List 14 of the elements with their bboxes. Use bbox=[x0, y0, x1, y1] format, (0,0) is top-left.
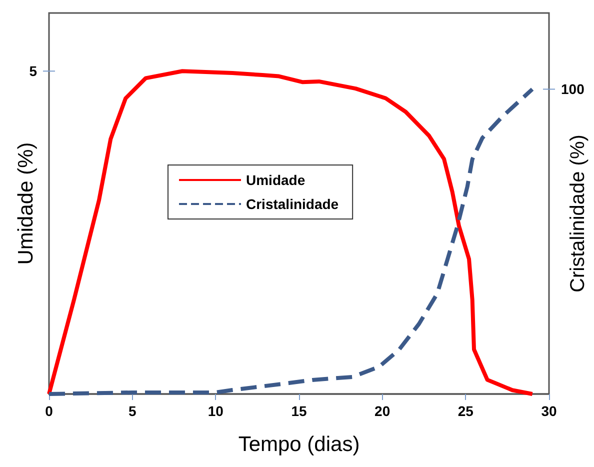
legend-label: Umidade bbox=[246, 172, 306, 188]
x-tick-label: 5 bbox=[128, 403, 136, 419]
legend-label: Cristalinidade bbox=[246, 196, 339, 212]
x-tick-label: 15 bbox=[291, 403, 307, 419]
y-axis-title: Umidade (%) bbox=[14, 142, 38, 265]
text: 100 bbox=[561, 81, 585, 98]
x-tick-label: 10 bbox=[208, 403, 224, 419]
text: 5 bbox=[29, 63, 38, 80]
x-tick-label: 25 bbox=[458, 403, 474, 419]
x-tick-label: 30 bbox=[541, 403, 557, 419]
x-tick-label: 20 bbox=[374, 403, 390, 419]
x-axis-title: Tempo (dias) bbox=[238, 433, 360, 456]
y2-axis-title: Cristalinidade (%) bbox=[567, 134, 589, 292]
x-tick-label: 0 bbox=[45, 403, 54, 419]
